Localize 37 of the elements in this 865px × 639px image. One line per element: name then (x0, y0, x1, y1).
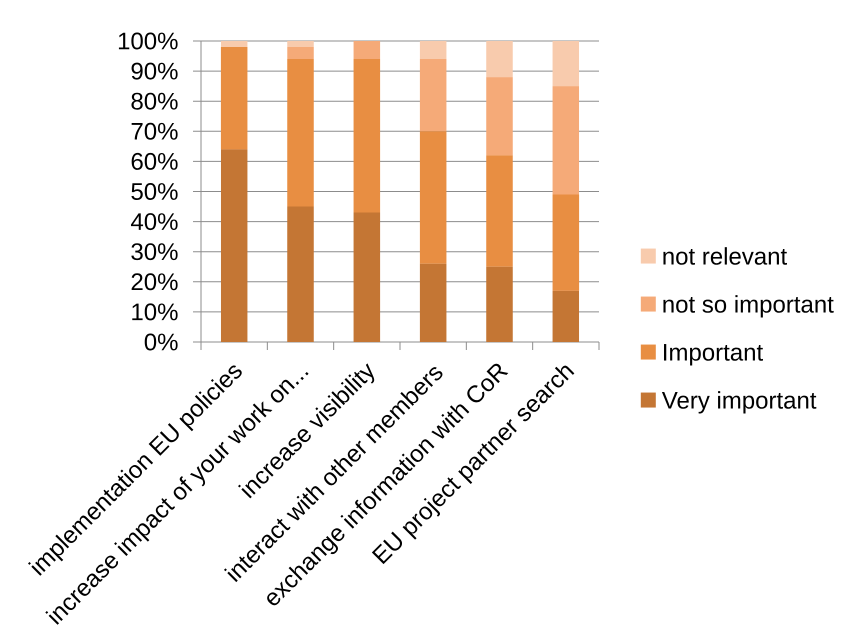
bar (287, 206, 314, 342)
legend-label: not relevant (663, 247, 787, 265)
y-tick-label: 90% (132, 62, 178, 80)
legend-label: Important (664, 344, 763, 366)
bar (420, 40, 446, 60)
bar (552, 86, 580, 194)
bar (420, 131, 446, 264)
y-tick-label: 40% (130, 213, 178, 230)
legend-label: Very important (662, 391, 816, 414)
bar (552, 194, 580, 291)
bar (220, 40, 248, 48)
y-tick-label: 100% (118, 32, 178, 50)
bar (354, 59, 380, 213)
bar (552, 290, 580, 342)
bar (486, 155, 513, 267)
bar (220, 149, 248, 342)
bar (287, 59, 314, 207)
y-tick-label: 80% (131, 92, 178, 110)
bar (486, 40, 513, 78)
bar (354, 212, 380, 342)
bar (220, 47, 248, 150)
bar (420, 59, 446, 132)
bar (420, 264, 446, 342)
y-tick-label: 10% (132, 303, 178, 320)
y-tick-label: 70% (132, 122, 178, 140)
y-tick-label: 0% (144, 334, 178, 350)
y-tick-label: 20% (132, 273, 178, 290)
bar (486, 77, 513, 156)
bar (287, 40, 314, 48)
bar (552, 40, 580, 86)
y-tick-label: 50% (131, 183, 178, 200)
bar (354, 40, 380, 60)
y-tick-label: 30% (131, 243, 178, 260)
y-tick-label: 60% (132, 152, 178, 170)
bar (287, 47, 314, 60)
bar (486, 266, 513, 342)
legend-label: not so important (663, 295, 834, 318)
